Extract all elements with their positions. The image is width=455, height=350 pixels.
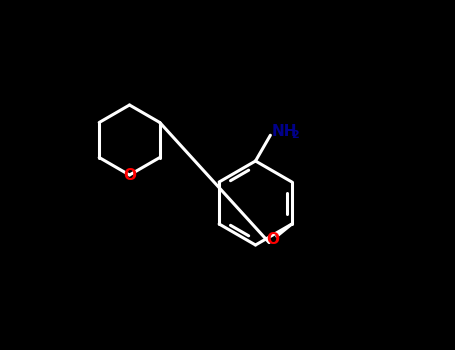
Text: O: O bbox=[123, 168, 136, 182]
Text: 2: 2 bbox=[291, 130, 299, 140]
Text: NH: NH bbox=[272, 124, 298, 139]
Text: O: O bbox=[266, 232, 279, 247]
